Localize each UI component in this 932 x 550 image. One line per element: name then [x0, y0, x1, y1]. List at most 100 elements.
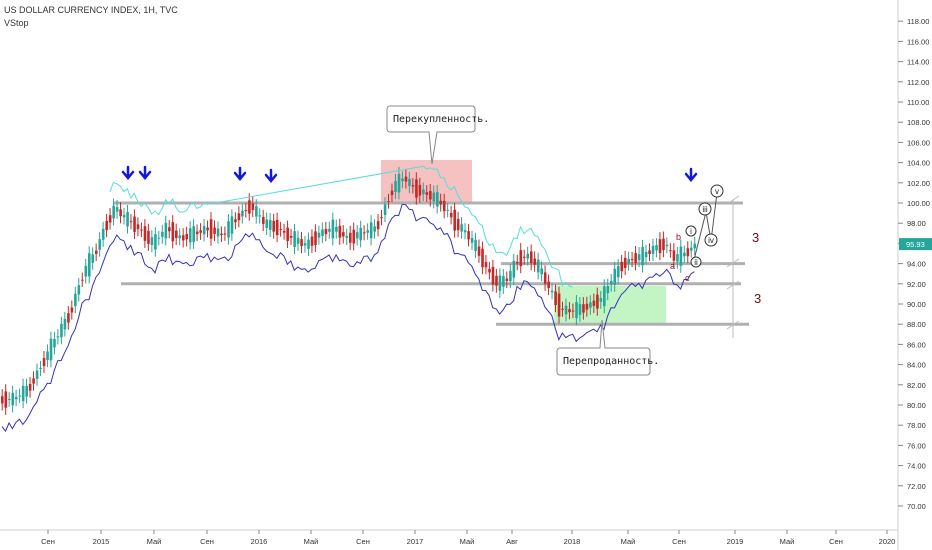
candle-body [202, 226, 206, 235]
candle-body [32, 378, 35, 384]
candle-body [693, 243, 697, 249]
candle-body [241, 210, 244, 217]
candle-body [206, 227, 209, 231]
time-tick-label: Май [621, 537, 636, 546]
candle-body [359, 227, 363, 241]
candle-body [543, 272, 547, 284]
oversold-callout [556, 319, 651, 376]
candle-body [526, 253, 530, 259]
price-tick-label: 76.00 [907, 441, 926, 450]
candle-body [317, 232, 321, 238]
candle-body [418, 184, 422, 196]
candle-body [686, 248, 690, 257]
candle-body [129, 221, 133, 223]
candle-body [18, 395, 21, 397]
candle-body [262, 216, 265, 224]
measure-tick [726, 320, 740, 330]
candle-body [446, 209, 450, 211]
candle-body [387, 201, 390, 203]
candle-body [599, 298, 603, 302]
time-tick-label: 2019 [727, 537, 744, 546]
candle-body [321, 229, 324, 237]
candle-body [401, 178, 404, 182]
candle-body [345, 235, 349, 238]
candle-body [495, 275, 498, 286]
price-tick-label: 92.00 [907, 280, 926, 289]
price-tick-label: 104.00 [907, 159, 930, 168]
candle-body [328, 228, 331, 232]
candle-body [63, 318, 67, 330]
candle-body [470, 237, 474, 243]
price-tick-label: 102.00 [907, 179, 930, 188]
candle-body [547, 281, 550, 289]
candle-body [603, 286, 606, 307]
candle-body [88, 253, 91, 277]
candle-body [227, 221, 230, 238]
candle-body [307, 239, 310, 249]
candle-body [571, 310, 575, 312]
candle-body [449, 212, 453, 218]
candle-body [168, 227, 171, 232]
candle-body [589, 302, 592, 308]
candle-body [7, 398, 11, 400]
price-tick-label: 112.00 [907, 78, 929, 87]
price-tick-label: 110.00 [907, 98, 929, 107]
candle-body [523, 256, 526, 258]
candle-body [255, 206, 258, 217]
candle-body [411, 185, 415, 187]
candle-body [161, 231, 164, 237]
candle-body [154, 234, 157, 250]
candle-body [171, 222, 175, 242]
price-tick-label: 88.00 [907, 320, 926, 329]
candle-body [474, 239, 477, 252]
candle-body [60, 323, 63, 338]
count-label-lower: 3 [754, 291, 761, 306]
candle-body [404, 176, 408, 182]
oversold-label: Перепроданность. [563, 356, 659, 367]
candle-body [362, 232, 366, 234]
candle-body [230, 216, 234, 234]
time-tick-label: Сен [356, 537, 370, 546]
measure-tick [726, 258, 740, 268]
candle-body [342, 232, 345, 237]
resistance-arrow-icon [684, 167, 698, 182]
candle-body [258, 215, 262, 217]
candle-body [101, 228, 105, 240]
price-tick-label: 90.00 [907, 300, 926, 309]
price-tick-label: 98.00 [907, 219, 926, 228]
candle-body [676, 254, 679, 262]
candle-body [366, 230, 369, 233]
candle-body [175, 230, 178, 238]
candle-body [352, 229, 356, 244]
candle-body [84, 265, 88, 277]
time-tick-label: 2016 [251, 537, 268, 546]
candle-body [157, 237, 161, 239]
price-tick-label: 118.00 [907, 17, 929, 26]
candle-body [665, 244, 669, 247]
time-tick-label: Авг [506, 537, 518, 546]
vstop-high-line [109, 165, 573, 288]
oversold-zone [554, 286, 666, 324]
candle-body [108, 215, 112, 223]
candle-body [662, 238, 665, 251]
candle-body [300, 239, 303, 247]
candle-body [70, 307, 74, 313]
candle-body [484, 261, 488, 268]
wave-iii: iii [702, 205, 708, 214]
candle-body [199, 230, 202, 233]
price-tick-label: 70.00 [907, 502, 926, 511]
candle-body [540, 268, 543, 275]
time-tick-label: 2020 [879, 537, 896, 546]
candle-body [634, 253, 637, 264]
candle-body [335, 226, 338, 232]
price-tick-label: 114.00 [907, 58, 929, 67]
time-tick-label: 2015 [93, 537, 110, 546]
candle-body [251, 203, 255, 211]
candle-body [234, 219, 237, 223]
candle-body [94, 250, 98, 254]
candle-body [286, 227, 289, 241]
candle-body [35, 370, 39, 379]
candle-body [425, 192, 429, 195]
